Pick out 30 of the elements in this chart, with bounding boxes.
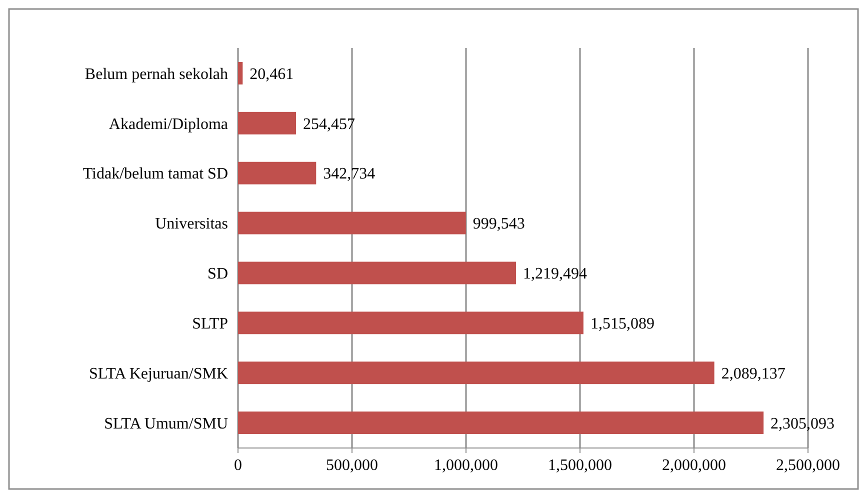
data-label: 1,219,494 bbox=[523, 266, 588, 283]
y-tick-label: SD bbox=[208, 266, 228, 283]
data-label: 254,457 bbox=[303, 116, 356, 133]
bar bbox=[238, 62, 243, 84]
data-label: 2,305,093 bbox=[770, 415, 835, 432]
data-label: 342,734 bbox=[323, 166, 376, 183]
y-tick-label: Belum pernah sekolah bbox=[84, 66, 228, 83]
bar bbox=[238, 312, 584, 334]
x-tick-label: 1,500,000 bbox=[548, 457, 612, 474]
bar bbox=[238, 362, 714, 384]
data-label: 1,515,089 bbox=[590, 316, 654, 333]
x-tick-label: 2,500,000 bbox=[776, 457, 840, 474]
y-tick-label: SLTP bbox=[192, 316, 228, 333]
x-tick-label: 500,000 bbox=[326, 457, 378, 474]
x-tick-label: 1,000,000 bbox=[434, 457, 498, 474]
bar bbox=[238, 212, 466, 234]
bar bbox=[238, 162, 316, 184]
x-tick-label: 2,000,000 bbox=[662, 457, 726, 474]
y-tick-label: Akademi/Diploma bbox=[108, 116, 228, 133]
data-label: 20,461 bbox=[250, 66, 294, 83]
y-tick-label: Tidak/belum tamat SD bbox=[82, 166, 228, 183]
bar bbox=[238, 262, 516, 284]
y-tick-label: Universitas bbox=[155, 216, 228, 233]
y-tick-label: SLTA Kejuruan/SMK bbox=[88, 365, 228, 382]
bar bbox=[238, 412, 764, 434]
data-label: 2,089,137 bbox=[721, 365, 786, 382]
y-tick-label: SLTA Umum/SMU bbox=[104, 415, 228, 432]
data-label: 999,543 bbox=[472, 216, 525, 233]
x-tick-label: 0 bbox=[234, 457, 242, 474]
bar bbox=[238, 112, 296, 134]
